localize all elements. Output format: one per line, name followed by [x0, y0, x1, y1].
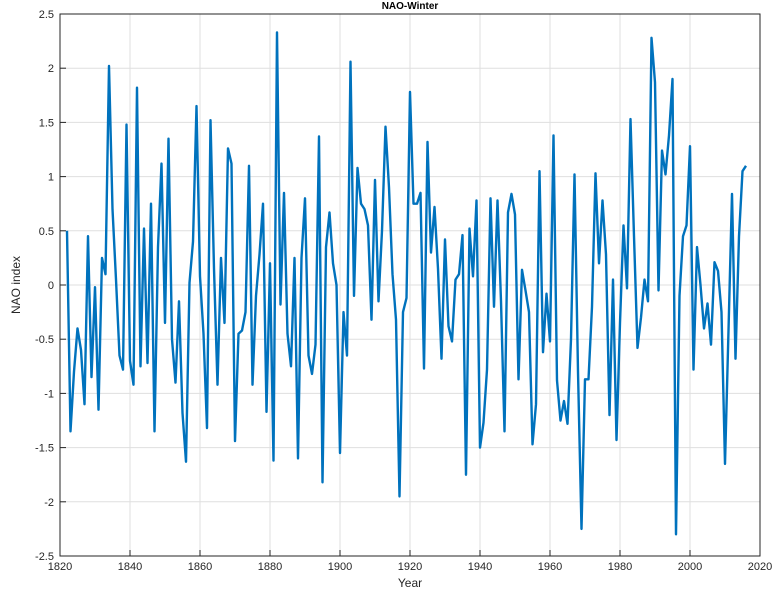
tick-layer: 1820 1840 1860 1880 1900 1920 1940 1960 1980 2000…: [35, 9, 772, 573]
x-tick-label: 1860: [188, 561, 212, 573]
y-tick-label: -1: [44, 388, 54, 400]
x-tick-label: 2020: [748, 561, 772, 573]
x-tick-label: 1960: [538, 561, 562, 573]
x-tick-label: 1940: [468, 561, 492, 573]
x-tick-label: 2000: [678, 561, 702, 573]
y-tick-label: 1: [48, 172, 54, 184]
x-tick-label: 1820: [48, 561, 72, 573]
nao-series-line: [65, 31, 748, 536]
y-tick-label: -2: [44, 497, 54, 509]
x-tick-label: 1880: [258, 561, 282, 573]
y-tick-label: 1.5: [39, 117, 54, 129]
y-tick-label: -2.5: [35, 551, 54, 563]
y-tick-label: 2: [48, 63, 54, 75]
y-tick-label: 2.5: [39, 9, 54, 21]
y-tick-label: 0.5: [39, 226, 54, 238]
x-tick-label: 1900: [328, 561, 352, 573]
chart-title: NAO-Winter: [382, 1, 439, 12]
series-layer: [65, 31, 748, 536]
x-axis-label: Year: [398, 576, 422, 590]
y-tick-label: -0.5: [35, 334, 54, 346]
x-tick-label: 1920: [398, 561, 422, 573]
y-axis-label: NAO index: [9, 256, 23, 314]
y-tick-label: -1.5: [35, 443, 54, 455]
x-tick-label: 1840: [118, 561, 142, 573]
x-tick-label: 1980: [608, 561, 632, 573]
y-tick-label: 0: [48, 280, 54, 292]
